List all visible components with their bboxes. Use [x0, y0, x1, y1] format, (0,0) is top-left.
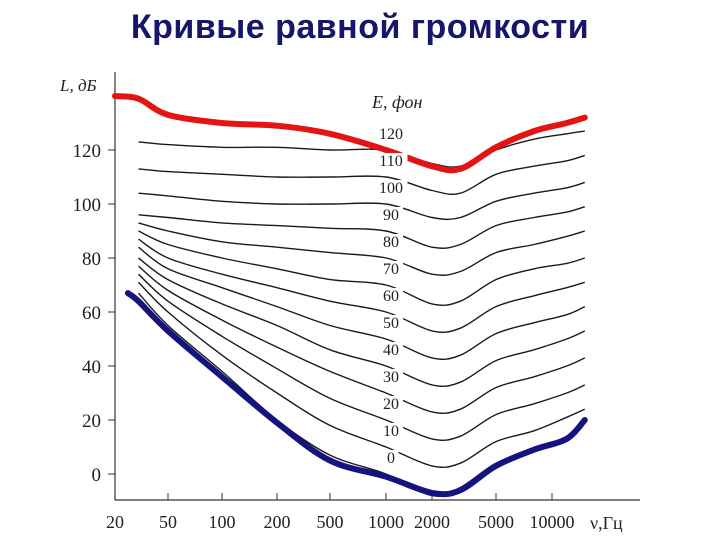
legend-label: E, фон [371, 92, 423, 112]
curve-label-100: 100 [379, 180, 403, 197]
isophon-curve-0 [137, 292, 586, 497]
x-tick-label: 50 [159, 512, 177, 532]
curve-label-40: 40 [383, 342, 399, 359]
curve-label-80: 80 [383, 234, 399, 251]
isophon-curve-60 [138, 238, 586, 334]
curve-label-20: 20 [383, 396, 399, 413]
lower-threshold-curve [124, 290, 588, 498]
y-tick-label: 120 [73, 141, 102, 162]
curve-label-50: 50 [383, 315, 399, 332]
loudness-curves [137, 130, 586, 497]
curve-label-background [374, 180, 408, 197]
curve-labels: 0 10 20 30 40 50 60 70 80 90 100 110 120 [374, 126, 408, 467]
curve-label-background [383, 450, 399, 467]
curve-label-background [379, 234, 403, 251]
axes [108, 72, 640, 501]
y-tick-label: 60 [82, 303, 101, 324]
curve-label-background [379, 369, 403, 386]
curve-label-10: 10 [383, 423, 399, 440]
curve-label-110: 110 [379, 153, 402, 170]
y-tick-label: 80 [82, 249, 101, 270]
x-tick-label: 500 [317, 512, 344, 532]
curve-label-0: 0 [387, 450, 395, 467]
isophon-curve-110 [138, 154, 586, 195]
slide-title: Кривые равной громкости [130, 8, 590, 46]
curve-label-90: 90 [383, 207, 399, 224]
curve-label-background [379, 207, 403, 224]
x-tick-label: 100 [209, 512, 236, 532]
isophon-curve-20 [138, 273, 586, 442]
isophon-curve-90 [138, 206, 586, 249]
x-tick-label: 2000 [414, 512, 450, 532]
curve-label-background [379, 423, 403, 440]
curve-label-30: 30 [383, 369, 399, 386]
isophon-curve-30 [138, 265, 586, 415]
y-tick-label: 100 [73, 195, 102, 216]
curve-label-background [379, 315, 403, 332]
curve-label-background [379, 261, 403, 278]
isophon-curve-50 [138, 246, 586, 361]
x-tick-label: 20 [106, 512, 124, 532]
x-tick-label: 10000 [530, 512, 575, 532]
curve-label-background [379, 396, 403, 413]
curve-label-background [379, 342, 403, 359]
isophon-curve-80 [138, 222, 586, 276]
y-tick-label: 40 [82, 357, 101, 378]
x-axis-label: ν,Гц [590, 513, 623, 533]
y-tick-label: 20 [82, 411, 101, 432]
curve-label-120: 120 [379, 126, 403, 143]
isophon-curve-100 [138, 181, 586, 221]
curve-label-70: 70 [383, 261, 399, 278]
x-tick-label: 5000 [478, 512, 514, 532]
y-axis-label: L, дБ [59, 76, 97, 95]
y-tick-label: 0 [92, 465, 102, 486]
isophon-curve-10 [138, 281, 586, 469]
curve-label-background [374, 153, 408, 170]
isophon-curve-70 [138, 230, 586, 307]
boundary-curves [112, 93, 588, 498]
x-tick-label: 1000 [368, 512, 404, 532]
x-tick-label: 200 [264, 512, 291, 532]
curve-label-background [374, 126, 408, 143]
curve-label-60: 60 [383, 288, 399, 305]
upper-threshold-curve [112, 93, 588, 174]
curve-label-background [379, 288, 403, 305]
isophon-curve-40 [138, 257, 586, 388]
